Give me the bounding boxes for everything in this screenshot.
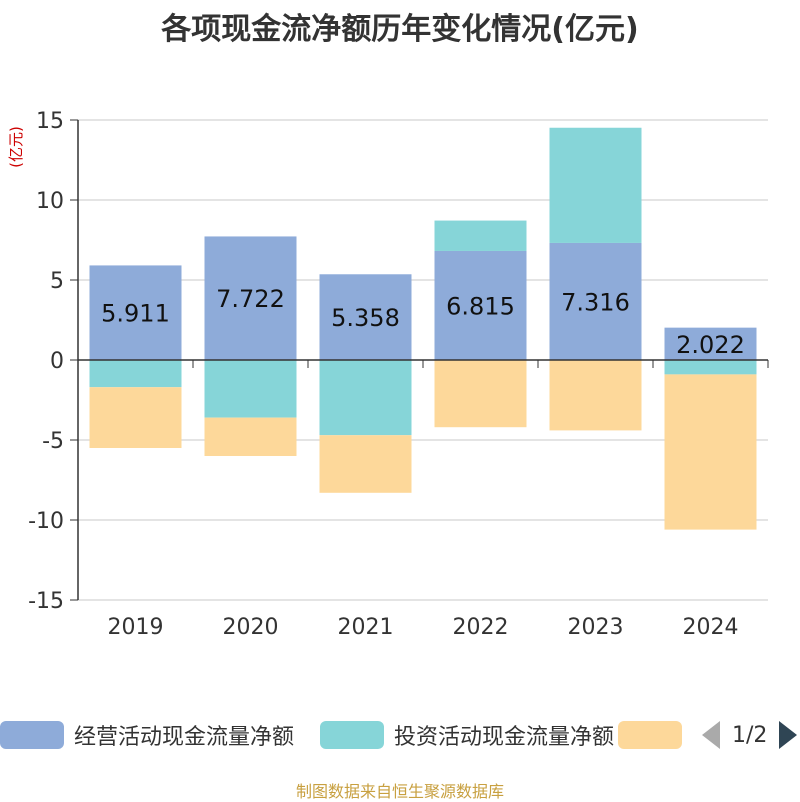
- legend-item-third[interactable]: [618, 712, 692, 758]
- bar-series1-2020: [204, 236, 297, 360]
- data-label-2022: 6.815: [446, 292, 515, 320]
- legend: 经营活动现金流量净额 投资活动现金流量净额 1/2: [0, 712, 800, 758]
- y-axis-unit-label: (亿元): [7, 126, 25, 168]
- bar-series1-2021: [319, 274, 412, 360]
- x-tick-label: 2020: [223, 615, 279, 640]
- data-label-2021: 5.358: [331, 304, 400, 332]
- bar-series2-2022: [434, 220, 527, 251]
- pager-prev-icon[interactable]: [702, 721, 720, 749]
- y-tick-label: 0: [50, 349, 64, 374]
- bar-series3-2021: [319, 435, 412, 493]
- x-tick-label: 2022: [453, 615, 509, 640]
- bar-series2-2020: [204, 360, 297, 418]
- legend-swatch: [0, 721, 64, 749]
- bar-series2-2023: [549, 127, 642, 243]
- bar-series3-2024: [664, 374, 757, 530]
- bar-series2-2021: [319, 360, 412, 436]
- y-tick-label: 15: [36, 109, 64, 134]
- axes: 15 10 5 0 -5 -10 -15 2019 2020 2021 2022 2023 2024: [28, 109, 769, 640]
- y-tick-label: -10: [28, 509, 64, 534]
- legend-label: 经营活动现金流量净额: [74, 725, 295, 750]
- data-label-2019: 5.911: [101, 300, 170, 328]
- data-label-2024: 2.022: [676, 331, 745, 359]
- legend-label: 投资活动现金流量净额: [394, 725, 615, 750]
- legend-pager: 1/2: [702, 712, 798, 758]
- y-tick-label: 5: [50, 269, 64, 294]
- pager-text: 1/2: [732, 722, 768, 748]
- x-tick-label: 2019: [108, 615, 164, 640]
- data-label-2020: 7.722: [216, 285, 285, 313]
- source-note: 制图数据来自恒生聚源数据库: [295, 782, 504, 801]
- y-tick-label: -5: [42, 429, 64, 454]
- y-tick-label: -15: [28, 589, 64, 614]
- bar-series2-2024: [664, 360, 757, 375]
- x-tick-label: 2024: [683, 615, 739, 640]
- bar-series3-2020: [204, 417, 297, 456]
- pager-next-icon[interactable]: [779, 721, 798, 749]
- bar-series1-2022: [434, 250, 527, 360]
- bar-series2-2019: [89, 360, 182, 388]
- legend-swatch: [618, 721, 682, 749]
- bar-series3-2023: [549, 360, 642, 431]
- legend-swatch: [320, 721, 384, 749]
- bar-series3-2019: [89, 387, 182, 448]
- bar-series1-2023: [549, 242, 642, 360]
- data-label-2023: 7.316: [561, 288, 630, 316]
- x-tick-label: 2021: [338, 615, 394, 640]
- bars: [89, 127, 757, 530]
- data-labels: 5.911 7.722 5.358 6.815 7.316 2.022: [101, 285, 745, 359]
- bar-series1-2024: [664, 327, 757, 360]
- legend-item-operating[interactable]: 经营活动现金流量净额: [0, 712, 294, 758]
- legend-item-investing[interactable]: 投资活动现金流量净额: [320, 712, 614, 758]
- chart-title: 各项现金流净额历年变化情况(亿元): [161, 12, 639, 47]
- y-tick-label: 10: [36, 189, 64, 214]
- bar-series1-2019: [89, 265, 182, 360]
- x-tick-label: 2023: [568, 615, 624, 640]
- bar-series3-2022: [434, 360, 527, 428]
